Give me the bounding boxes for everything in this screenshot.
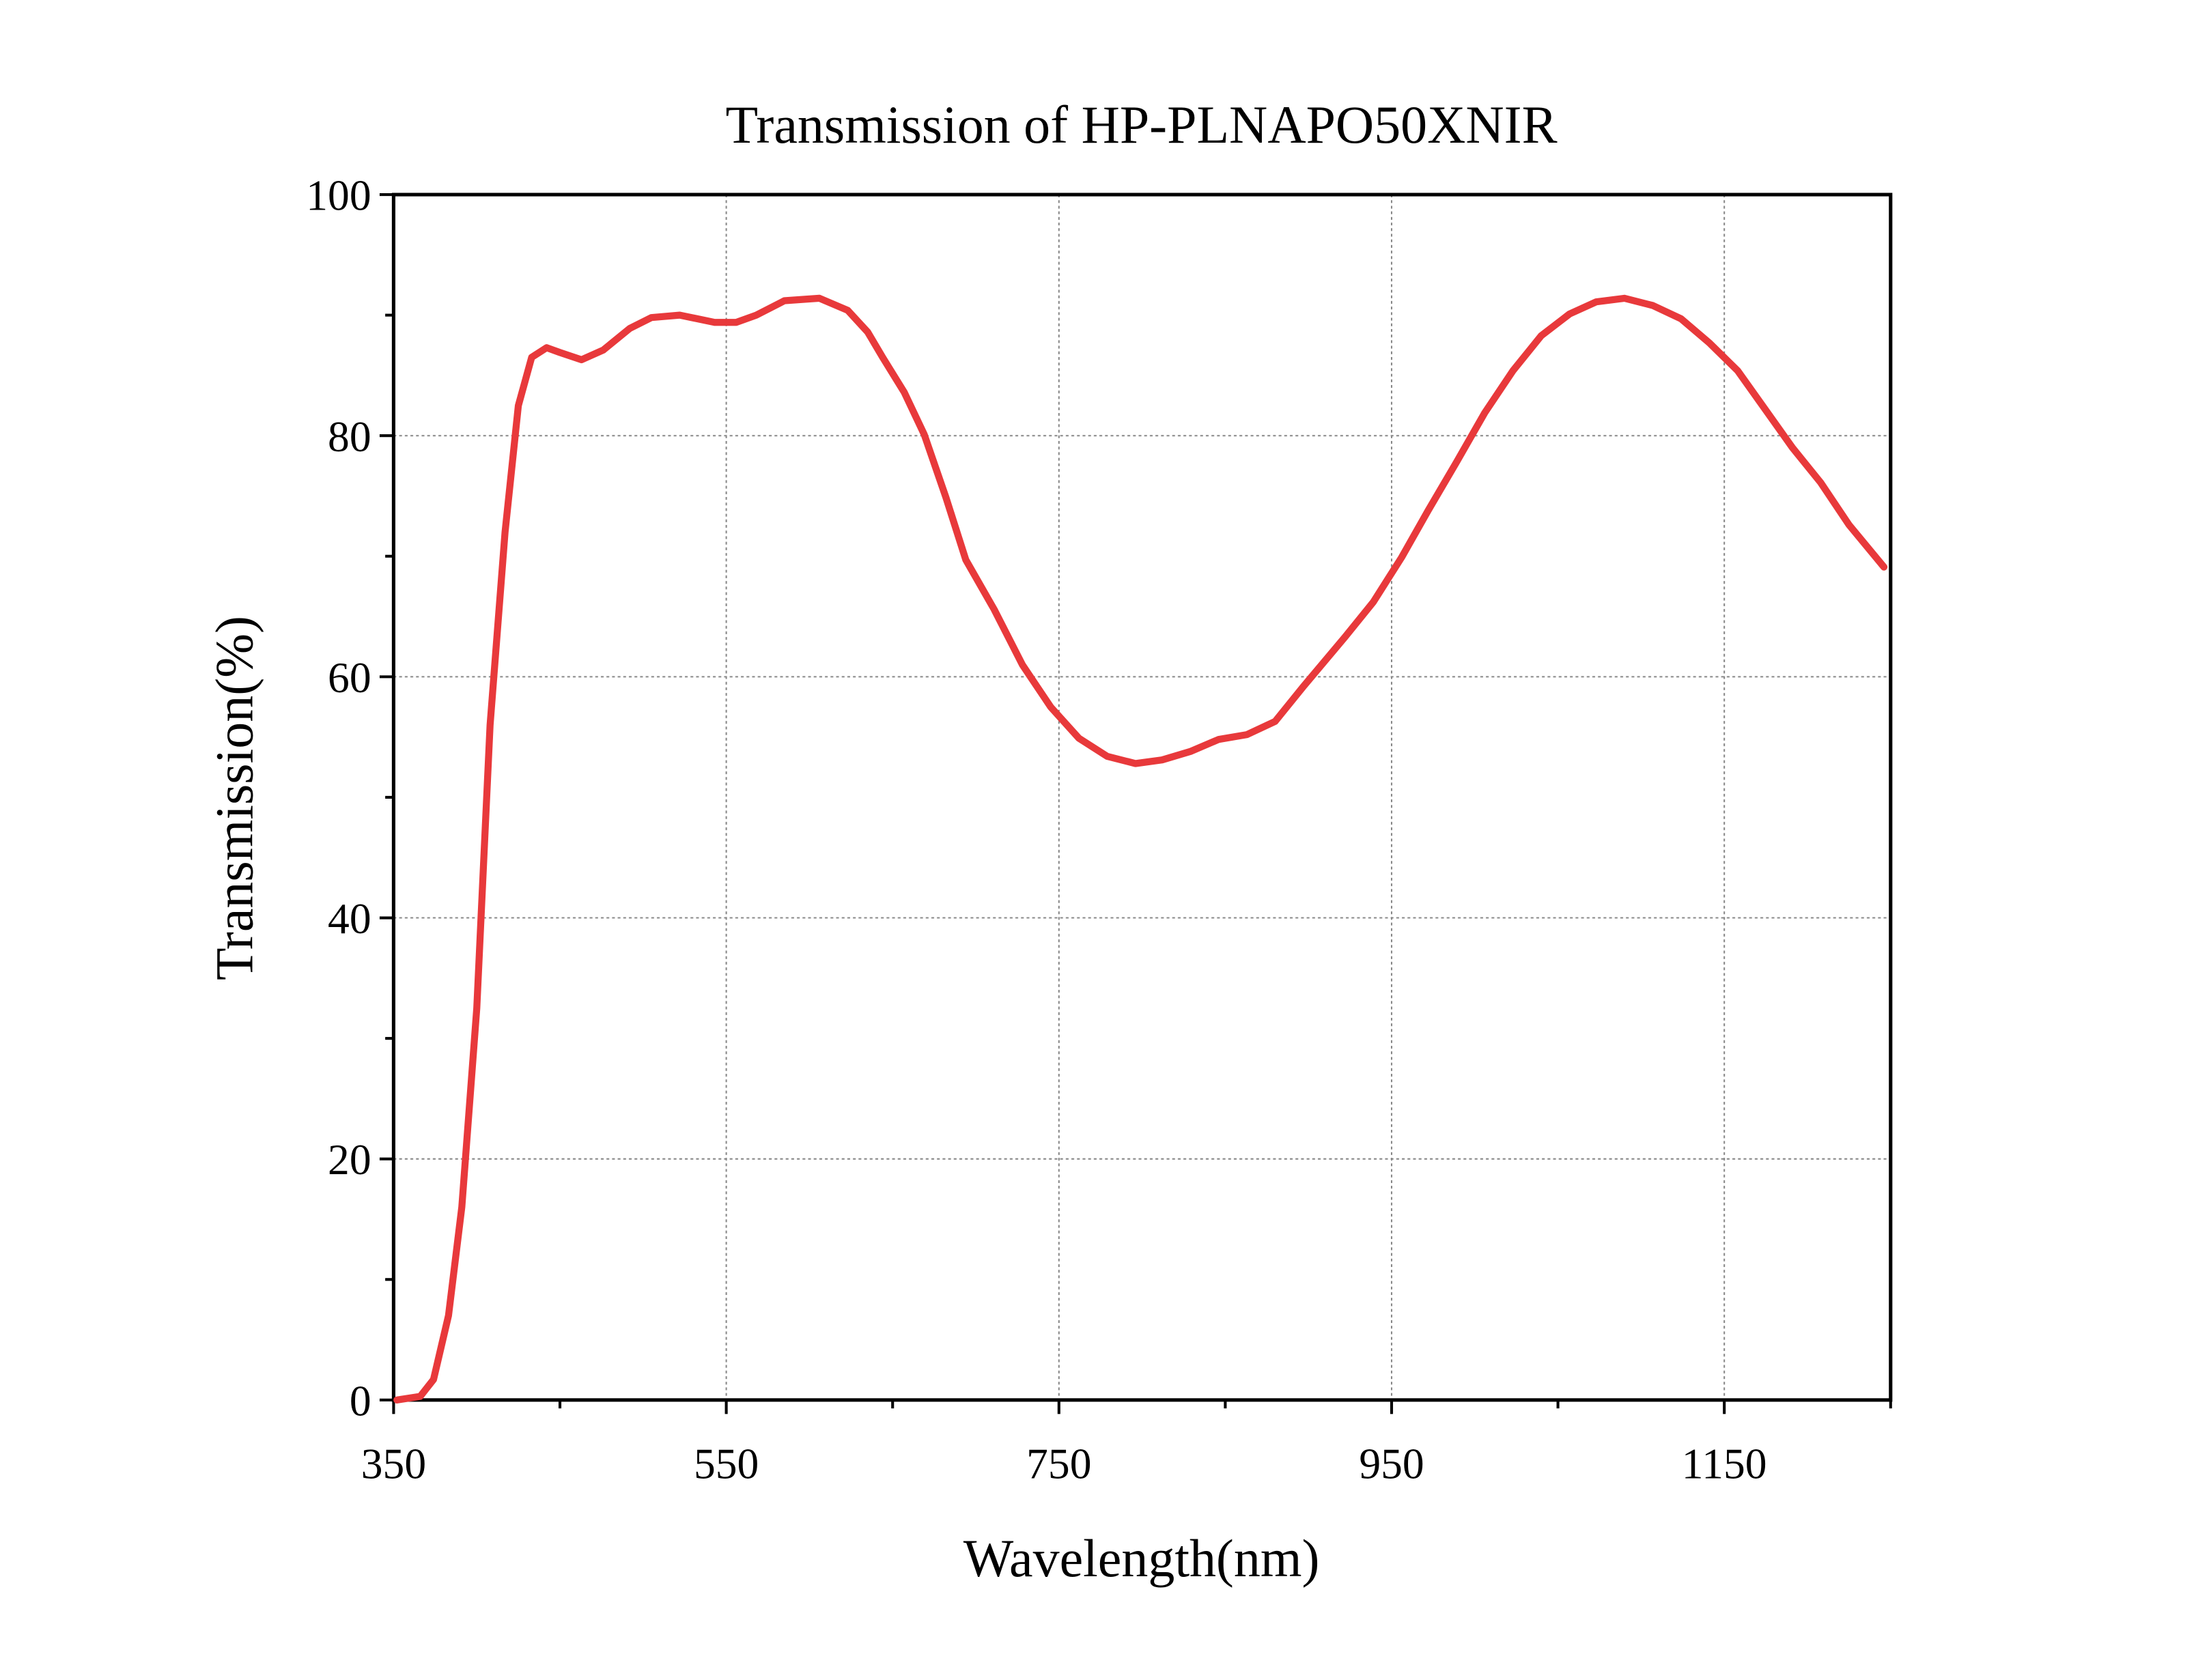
- x-tick-label: 750: [1026, 1440, 1091, 1488]
- data-line: [393, 294, 1888, 1404]
- y-tick-label: 100: [306, 171, 371, 220]
- y-tick-label: 80: [328, 412, 371, 461]
- x-tick-label: 350: [361, 1440, 426, 1488]
- x-axis-label: Wavelength(nm): [963, 1529, 1320, 1588]
- y-axis-label: Transmission(%): [205, 616, 264, 980]
- x-tick-label: 1150: [1682, 1440, 1767, 1488]
- x-tick-label: 550: [694, 1440, 759, 1488]
- y-tick-label: 60: [328, 653, 371, 702]
- plot-frame: [391, 193, 1893, 1402]
- x-tick-label: 950: [1359, 1440, 1424, 1488]
- chart-title: Transmission of HP-PLNAPO50XNIR: [726, 96, 1558, 154]
- y-tick-label: 0: [350, 1376, 371, 1425]
- y-tick-label: 20: [328, 1135, 371, 1184]
- y-tick-label: 40: [328, 894, 371, 943]
